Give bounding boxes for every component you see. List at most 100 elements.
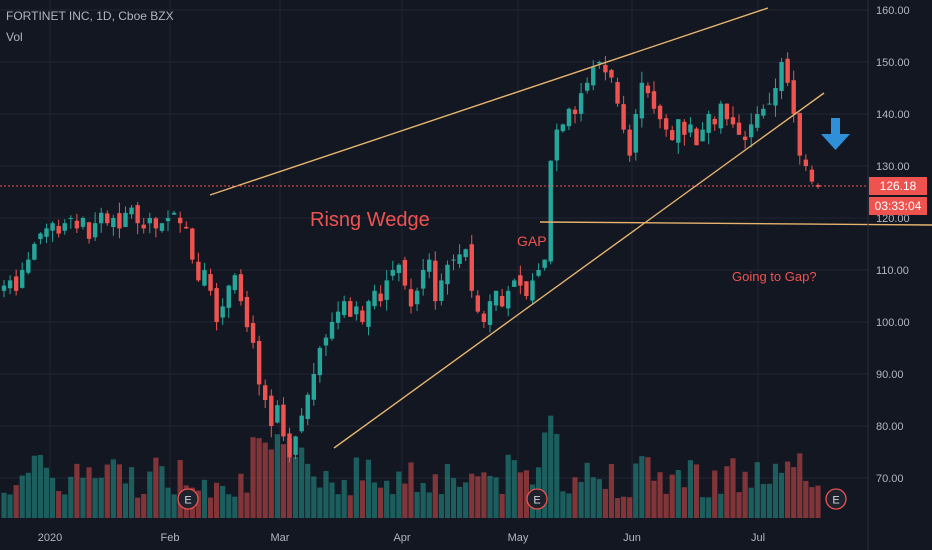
volume-bar [712,470,718,518]
volume-bar [517,472,523,518]
candle-body [329,322,335,339]
candle-body [208,274,213,291]
countdown-badge [869,197,927,215]
candle-body [712,118,717,125]
volume-bar [274,434,280,518]
price-axis: 160.00 150.00 140.00 130.00 120.00 110.00 100.… [867,0,910,550]
volume-bar [244,492,250,518]
volume-bar [13,485,19,518]
candle-body [499,295,505,307]
volume-bar [706,497,712,518]
volume-bar [669,474,675,518]
y-tick-label: 110.00 [876,265,909,277]
earnings-marker-label: E [832,495,839,507]
candle-body [627,129,632,156]
candle-body [736,122,742,135]
volume-bar [724,466,730,518]
x-tick-label: Apr [393,532,410,544]
candle-body [256,340,262,385]
candle-body [791,80,796,114]
candle-body [111,218,116,228]
volume-bar [627,497,633,518]
candle-body [578,93,584,114]
candle-body [676,119,681,143]
volume-bar [31,455,37,518]
candle-body [354,306,359,315]
candle-body [718,103,724,129]
volume-bar [128,467,135,518]
candle-body [518,275,523,286]
volume-bar [456,486,463,518]
candle-body [542,259,547,268]
candles [1,52,821,463]
volume-bar [62,494,68,518]
candle-body [74,220,80,229]
volume-bar [785,461,791,518]
volume-bar [791,467,797,518]
volume-bar [195,490,201,518]
candle-body [603,64,608,73]
earnings-marker-icon[interactable] [825,488,847,510]
earnings-marker-icon[interactable] [177,488,199,510]
volume-bar [736,492,742,518]
candle-body [378,293,383,302]
candle-body [117,213,122,229]
y-tick-label: 70.00 [876,473,904,485]
candle-body [317,348,323,376]
volume-bar [305,463,311,518]
volume-bar [7,494,13,518]
candle-body [493,290,499,306]
candle-body [348,301,353,317]
volume-bar [86,467,92,518]
volume-bar [292,456,299,518]
candle-body [548,160,553,262]
candle-body [202,270,207,286]
candle-body [159,223,165,231]
candle-body [68,218,74,219]
candle-body [220,306,225,318]
candle-body [26,259,31,273]
candle-body [633,114,638,153]
candle-body [147,218,152,224]
volume-bar [256,438,262,518]
candle-body [341,301,347,316]
candle-body [1,285,7,291]
y-tick-label: 150.00 [876,57,910,69]
volume-bar [390,494,396,518]
volume-bar [432,474,438,518]
candle-body [153,218,159,229]
volume-bar [730,458,736,518]
candle-body [20,270,25,288]
candle-body [566,108,572,127]
volume-bar [147,471,153,518]
volume-bar [602,488,608,518]
volume-bar [74,463,80,518]
earnings-marker-icon[interactable] [526,488,548,510]
candle-body [366,301,371,327]
candle-body [129,207,134,215]
candle-body [299,415,304,432]
candle-body [572,109,578,114]
candle-body [244,296,250,328]
volume-bar [803,480,809,518]
candle-body [360,310,365,322]
volume-bar [262,442,268,518]
candle-body [530,280,535,301]
volume-bar [414,492,420,518]
candle-body [287,433,292,458]
candle-body [293,436,298,455]
volume-bar [43,467,50,518]
candle-body [694,128,699,146]
volume-bar [56,491,62,518]
volume-bar [584,462,590,518]
volume-bar [98,477,104,518]
candle-body [657,105,663,120]
candle-body [663,118,669,130]
candle-body [445,264,450,285]
candle-body [390,270,395,276]
volume-bar [122,483,129,518]
volume-bar [250,437,256,518]
candle-body [323,337,329,346]
